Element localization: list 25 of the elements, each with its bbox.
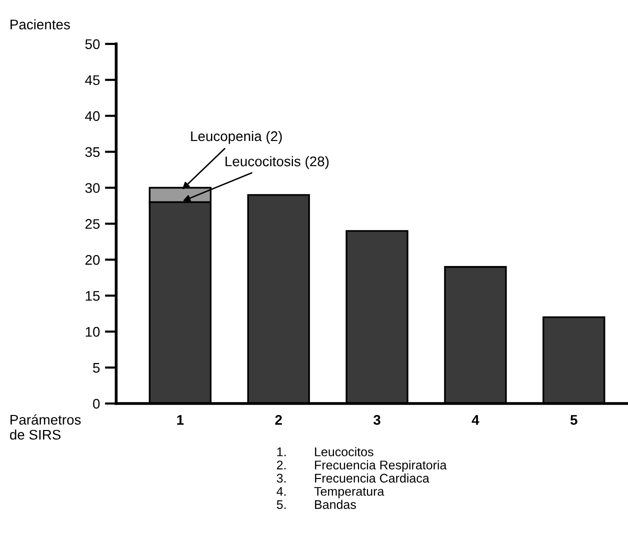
y-tick-label: 25 [85, 219, 100, 229]
text: 2. Frecuencia Respiratoria [276, 460, 447, 472]
text: 1. Leucocitos [277, 447, 374, 456]
y-tick-label: 50 [85, 39, 100, 50]
y-tick-label: 0 [93, 398, 100, 409]
y-tick-label: 15 [86, 291, 100, 301]
x-tick-label: 3 [373, 414, 380, 425]
annotation: Leucocitosis (28) [226, 156, 329, 170]
text: 5. Bandas [276, 500, 356, 509]
x-axis-title: Parámetros de SIRS [10, 414, 81, 440]
x-tick-label: 5 [570, 415, 578, 425]
y-tick-label: 45 [85, 75, 100, 86]
y-tick-label: 10 [86, 326, 100, 337]
y-tick-label: 20 [85, 255, 100, 265]
x-tick-label: 1 [177, 415, 184, 425]
y-tick-label: 30 [85, 183, 100, 193]
x-tick-label: 2 [275, 414, 282, 425]
y-tick-label: 5 [93, 363, 100, 373]
y-axis-title: Pacientes [10, 19, 70, 30]
annotation: Leucopenia (2) [191, 130, 282, 144]
y-tick-label: 35 [85, 147, 100, 157]
text: 4. Temperatura [276, 487, 384, 498]
y-tick-label: 40 [85, 111, 100, 122]
x-tick-label: 4 [472, 415, 480, 425]
text: 3. Frecuencia Cardiaca [276, 473, 430, 483]
